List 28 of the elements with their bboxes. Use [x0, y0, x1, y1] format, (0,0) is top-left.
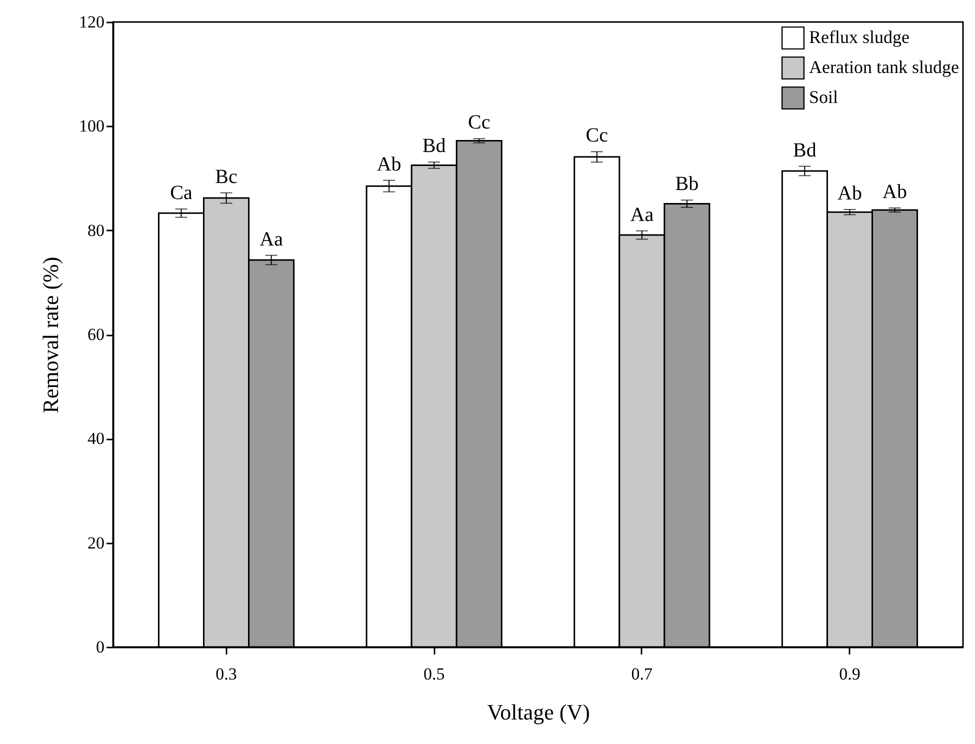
data-label: Ab — [376, 153, 402, 176]
y-tick-label: 100 — [79, 116, 104, 136]
legend-label: Aeration tank sludge — [809, 57, 959, 77]
data-label: Ab — [882, 180, 907, 203]
legend-label: Soil — [809, 87, 838, 107]
data-label: Bb — [675, 173, 699, 196]
data-label: Bd — [793, 139, 816, 162]
data-label: Cc — [586, 124, 608, 147]
data-label: Aa — [630, 204, 654, 226]
data-label: Bc — [215, 166, 238, 188]
data-label: Bd — [422, 135, 446, 158]
x-tick-label: 0.5 — [423, 664, 445, 684]
x-tick-label: 0.3 — [216, 664, 237, 684]
y-tick-label: 40 — [88, 429, 104, 448]
data-label: Ab — [838, 182, 862, 204]
data-label: Aa — [260, 228, 284, 250]
data-label: Ca — [170, 182, 192, 204]
y-tick-label: 0 — [96, 638, 104, 656]
x-tick-label: 0.9 — [839, 664, 860, 684]
legend-label: Reflux sludge — [809, 27, 910, 47]
x-tick-label: 0.7 — [631, 664, 654, 684]
y-axis-title: Removal rate (%) — [38, 256, 63, 414]
y-tick-label: 60 — [88, 325, 104, 344]
y-tick-label: 120 — [79, 12, 104, 32]
x-axis-title: Voltage (V) — [487, 700, 590, 724]
y-tick-label: 80 — [88, 220, 104, 240]
y-tick-label: 20 — [88, 533, 104, 552]
data-label: Cc — [468, 112, 490, 134]
